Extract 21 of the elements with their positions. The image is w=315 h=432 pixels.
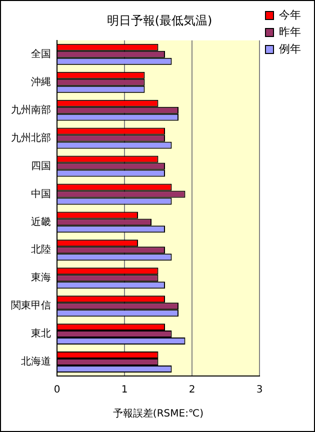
y-tick-label: 全国 — [31, 48, 51, 60]
x-axis-title: 予報誤差(RSME:℃) — [112, 408, 204, 420]
y-tick-label: 四国 — [31, 160, 51, 172]
x-tick-label: 0 — [54, 384, 60, 396]
y-tick-label: 九州北部 — [11, 132, 51, 144]
y-tick-label: 近畿 — [31, 216, 51, 228]
y-tick-label: 関東甲信 — [11, 300, 51, 312]
x-tick-label: 3 — [256, 384, 263, 396]
y-tick-label: 北陸 — [31, 244, 51, 256]
y-tick-label: 沖縄 — [31, 76, 51, 88]
y-tick-label: 東北 — [31, 328, 51, 340]
x-tick-label: 1 — [121, 384, 128, 396]
y-tick-label: 九州南部 — [11, 104, 51, 116]
y-tick-label: 北海道 — [21, 356, 51, 368]
y-tick-label: 中国 — [31, 188, 51, 200]
x-tick-label: 2 — [188, 384, 196, 396]
legend-label: 今年 — [279, 8, 301, 22]
legend-label: 昨年 — [279, 25, 301, 38]
legend-label: 例年 — [279, 42, 301, 56]
chart-title: 明日予報(最低気温) — [106, 13, 212, 28]
y-tick-label: 東海 — [31, 272, 51, 284]
